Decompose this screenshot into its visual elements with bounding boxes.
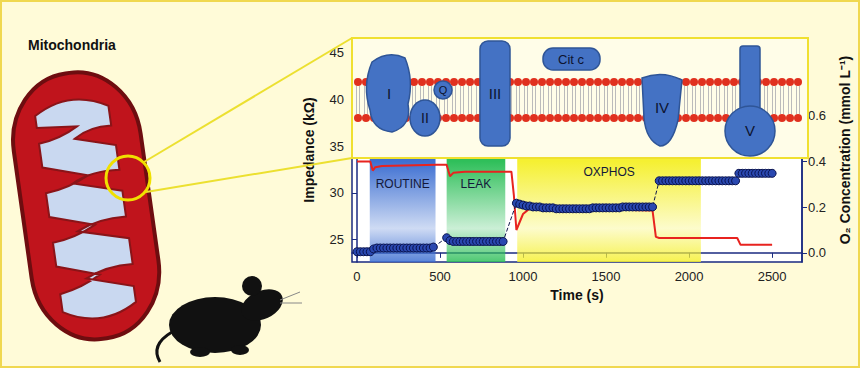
svg-text:1500: 1500 — [592, 269, 621, 284]
svg-text:OXPHOS: OXPHOS — [583, 165, 634, 179]
svg-text:Cit c: Cit c — [558, 52, 585, 67]
svg-text:Impedance (kΩ): Impedance (kΩ) — [301, 97, 317, 202]
svg-text:2000: 2000 — [675, 269, 704, 284]
svg-text:I: I — [387, 85, 391, 102]
svg-text:Time (s): Time (s) — [550, 287, 603, 303]
svg-text:0.6: 0.6 — [808, 108, 826, 123]
svg-text:II: II — [421, 110, 429, 126]
svg-text:30: 30 — [330, 185, 344, 200]
svg-text:35: 35 — [330, 139, 344, 154]
svg-text:LEAK: LEAK — [461, 177, 492, 191]
svg-text:0: 0 — [353, 269, 360, 284]
svg-text:0.4: 0.4 — [808, 154, 826, 169]
svg-text:0.0: 0.0 — [808, 245, 826, 260]
svg-text:V: V — [745, 122, 755, 139]
svg-text:25: 25 — [330, 232, 344, 247]
svg-text:III: III — [489, 85, 502, 102]
svg-text:0.2: 0.2 — [808, 200, 826, 215]
svg-text:ROUTINE: ROUTINE — [376, 177, 430, 191]
svg-text:IV: IV — [655, 99, 669, 116]
svg-text:Q: Q — [439, 84, 448, 96]
svg-text:45: 45 — [330, 45, 344, 60]
svg-text:1000: 1000 — [509, 269, 538, 284]
svg-text:O₂ Concentration (mmol L⁻¹): O₂ Concentration (mmol L⁻¹) — [837, 56, 853, 245]
svg-text:500: 500 — [429, 269, 451, 284]
svg-text:40: 40 — [330, 92, 344, 107]
svg-text:Mitochondria: Mitochondria — [28, 37, 116, 53]
svg-text:2500: 2500 — [758, 269, 787, 284]
